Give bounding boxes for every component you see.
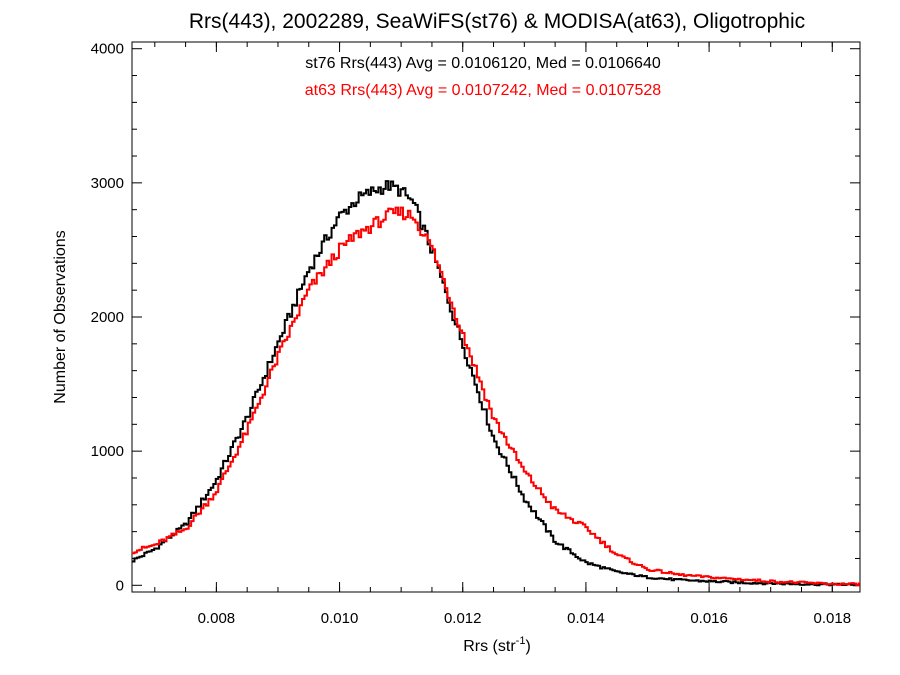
x-axis-ticks: 0.008 0.010 0.012 0.014 0.016 0.018 (154, 42, 852, 627)
x-tick-label: 0.016 (690, 610, 728, 627)
at63-stats-label: at63 Rrs(443) Avg = 0.0107242, Med = 0.0… (305, 82, 662, 99)
x-axis-label-main: Rrs (str (463, 638, 516, 655)
plot-frame (131, 41, 861, 593)
st76-stats-label: st76 Rrs(443) Avg = 0.0106120, Med = 0.0… (305, 55, 661, 72)
y-tick-label: 3000 (91, 175, 124, 192)
x-tick-label: 0.008 (198, 610, 236, 627)
x-tick-label: 0.014 (567, 610, 605, 627)
x-tick-label: 0.012 (444, 610, 482, 627)
histogram-series (132, 180, 860, 587)
series-0-histogram-line (132, 180, 860, 587)
y-tick-label: 2000 (91, 309, 124, 326)
series-1-histogram-line (132, 206, 860, 587)
x-axis-label-close: ) (525, 638, 530, 655)
y-tick-label: 4000 (91, 41, 124, 58)
y-axis-ticks: 0 1000 2000 3000 4000 (91, 41, 860, 594)
y-tick-label: 0 (116, 577, 124, 594)
y-tick-label: 1000 (91, 443, 124, 460)
x-axis-label: Rrs (str-1) (463, 635, 531, 655)
y-axis-label: Number of Observations (52, 230, 69, 403)
x-tick-label: 0.010 (321, 610, 359, 627)
x-axis-label-superscript: -1 (516, 635, 526, 647)
chart-title: Rrs(443), 2002289, SeaWiFS(st76) & MODIS… (189, 10, 805, 33)
x-tick-label: 0.018 (814, 610, 852, 627)
